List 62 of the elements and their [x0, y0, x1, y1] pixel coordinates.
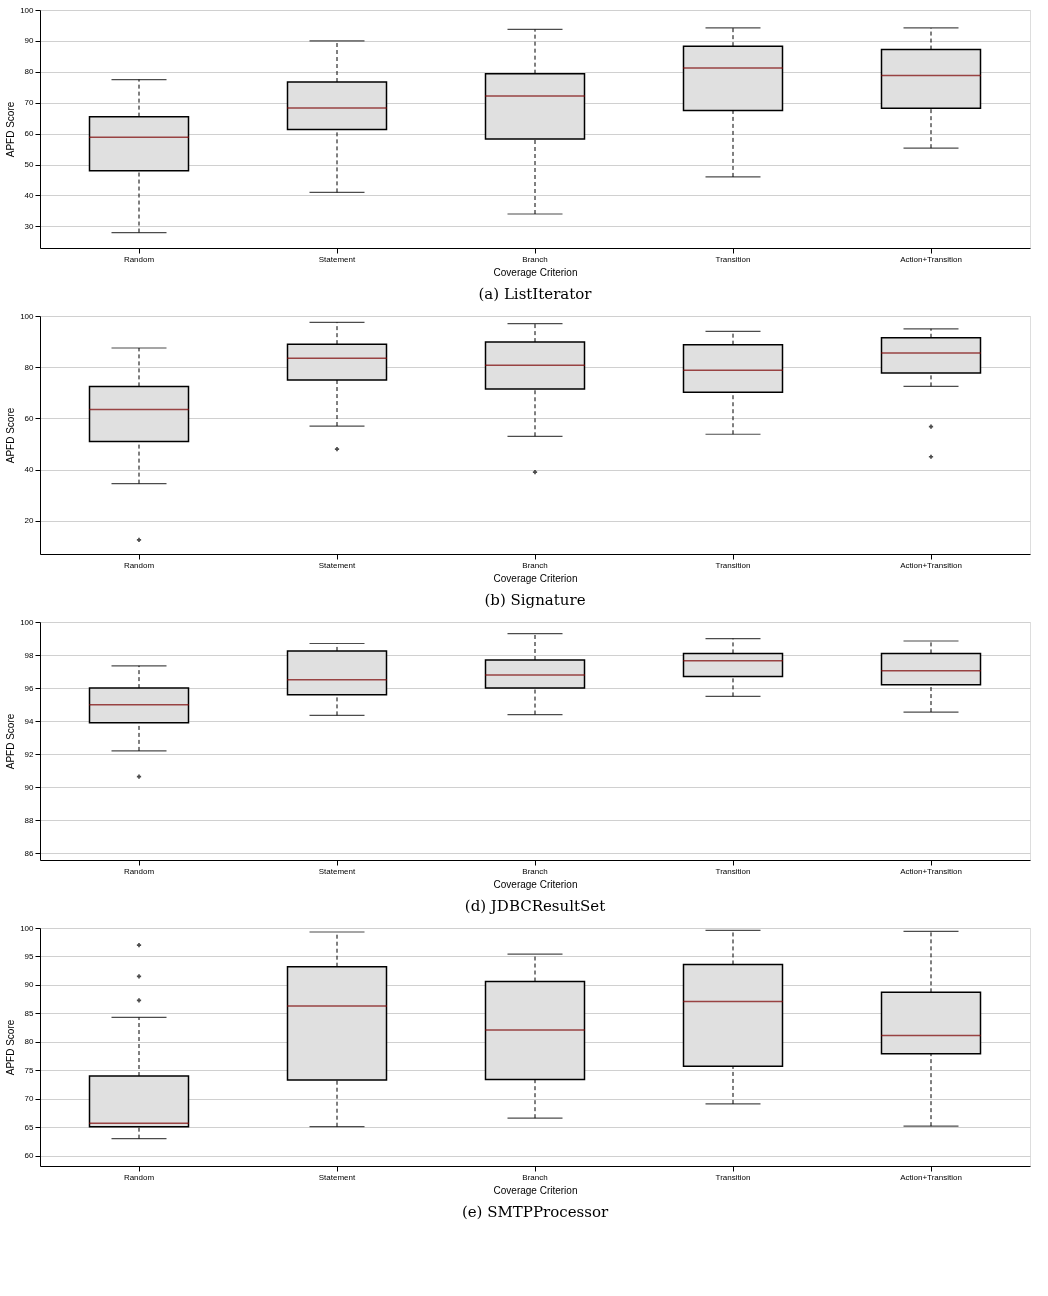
y-tick-label: 96: [24, 683, 35, 693]
x-tick-label: Action+Transition: [900, 1172, 962, 1182]
y-tick-label: 95: [24, 951, 35, 961]
text: (e) SMTPProcessor: [461, 1203, 609, 1221]
x-axis-title: Coverage Criterion: [493, 1184, 578, 1196]
x-tick-label: Action+Transition: [900, 254, 962, 264]
x-tick-label: Transition: [715, 254, 751, 264]
y-tick-label: 40: [24, 465, 35, 475]
y-tick-label: 94: [24, 716, 35, 726]
text: (b) Signature: [484, 591, 586, 609]
y-tick-label: 100: [20, 923, 35, 933]
y-tick-label: 20: [24, 516, 35, 526]
x-tick-label: Random: [123, 866, 155, 876]
y-tick-label: 80: [24, 67, 35, 77]
y-tick-label: 100: [20, 617, 35, 627]
x-tick-label: Action+Transition: [900, 866, 962, 876]
x-tick-label: Branch: [522, 254, 548, 264]
y-tick-label: 85: [24, 1008, 35, 1018]
x-tick-label: Branch: [522, 866, 548, 876]
x-tick-label: Transition: [715, 1172, 751, 1182]
y-tick-label: 70: [24, 98, 35, 108]
x-tick-label: Action+Transition: [900, 560, 962, 570]
text: (d) JDBCResultSet: [464, 897, 606, 915]
x-tick-label: Statement: [318, 254, 357, 264]
y-tick-label: 90: [24, 980, 35, 990]
x-axis-title: Coverage Criterion: [493, 266, 578, 278]
y-tick-label: 90: [24, 782, 35, 792]
x-tick-label: Random: [123, 1172, 155, 1182]
x-tick-label: Statement: [318, 1172, 357, 1182]
x-tick-label: Transition: [715, 560, 751, 570]
y-tick-label: 92: [24, 749, 35, 759]
y-tick-label: 65: [24, 1122, 35, 1132]
y-tick-label: 60: [24, 129, 35, 139]
x-tick-label: Transition: [715, 866, 751, 876]
y-axis-title: APFD Score: [5, 713, 17, 770]
x-axis-title: Coverage Criterion: [493, 878, 578, 890]
y-tick-label: 100: [20, 5, 35, 15]
y-tick-label: 50: [24, 160, 35, 170]
y-tick-label: 98: [24, 650, 35, 660]
x-axis-title: Coverage Criterion: [493, 572, 578, 584]
y-tick-label: 90: [24, 36, 35, 46]
y-tick-label: 75: [24, 1065, 35, 1075]
y-axis-title: APFD Score: [5, 407, 17, 464]
y-axis-title: APFD Score: [5, 1019, 17, 1076]
y-tick-label: 70: [24, 1094, 35, 1104]
x-tick-label: Branch: [522, 560, 548, 570]
y-tick-label: 30: [24, 221, 35, 231]
y-tick-label: 60: [24, 1151, 35, 1161]
y-tick-label: 40: [24, 190, 35, 200]
x-tick-label: Branch: [522, 1172, 548, 1182]
x-tick-label: Random: [123, 560, 155, 570]
x-tick-label: Statement: [318, 560, 357, 570]
y-axis-title: APFD Score: [5, 101, 17, 158]
x-tick-label: Random: [123, 254, 155, 264]
y-tick-label: 88: [24, 815, 35, 825]
y-tick-label: 60: [24, 413, 35, 423]
text: (a) ListIterator: [478, 285, 593, 303]
y-tick-label: 86: [24, 848, 35, 858]
y-tick-label: 80: [24, 1037, 35, 1047]
x-tick-label: Statement: [318, 866, 357, 876]
y-tick-label: 100: [20, 311, 35, 321]
y-tick-label: 80: [24, 362, 35, 372]
